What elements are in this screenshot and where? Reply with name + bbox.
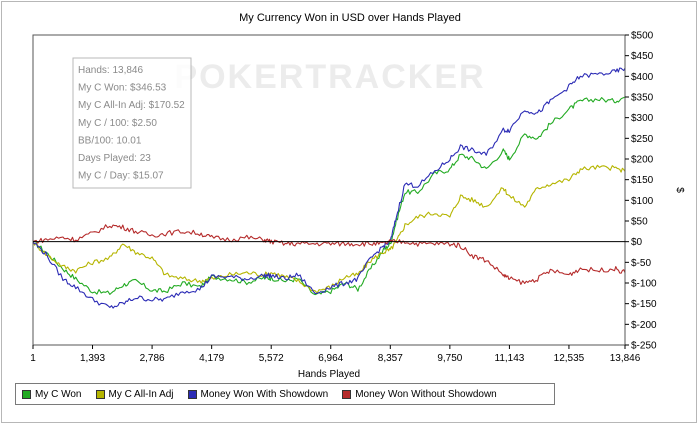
y-tick-label: $50 xyxy=(631,217,648,228)
y-tick-label: $-200 xyxy=(631,320,657,331)
x-tick-label: 4,179 xyxy=(199,353,224,364)
x-tick-label: 6,964 xyxy=(318,353,343,364)
y-tick-label: $450 xyxy=(631,51,654,62)
series-line-2 xyxy=(32,164,626,294)
x-tick-label: 5,572 xyxy=(259,353,284,364)
y-tick-label: $-100 xyxy=(631,279,657,290)
stats-line: My C All-In Adj: $170.52 xyxy=(78,100,185,111)
y-tick-label: $200 xyxy=(631,155,654,166)
series-line-3 xyxy=(32,67,626,309)
legend-label: My C All-In Adj xyxy=(108,388,174,400)
x-tick-label: 13,846 xyxy=(610,353,641,364)
x-tick-label: 12,535 xyxy=(554,353,585,364)
stats-line: My C / 100: $2.50 xyxy=(78,118,157,129)
y-tick-label: $0 xyxy=(631,237,643,248)
stats-line: Days Played: 23 xyxy=(78,153,151,164)
y-tick-label: $-250 xyxy=(631,341,657,352)
legend-swatch xyxy=(342,389,352,399)
legend-label: My C Won xyxy=(35,388,82,400)
y-tick-label: $500 xyxy=(631,31,654,42)
legend-label: Money Won Without Showdown xyxy=(355,388,497,400)
chart-title: My Currency Won in USD over Hands Played xyxy=(239,12,461,24)
y-tick-label: $150 xyxy=(631,175,654,186)
legend-swatch xyxy=(187,389,197,399)
y-tick-label: $-50 xyxy=(631,258,651,269)
watermark-logo: POKERTRACKER xyxy=(174,58,485,96)
x-tick-label: 2,786 xyxy=(140,353,165,364)
legend-label: Money Won With Showdown xyxy=(200,388,329,400)
y-tick-label: $-150 xyxy=(631,299,657,310)
series-line-4 xyxy=(32,224,626,285)
y-tick-label: $250 xyxy=(631,134,654,145)
y-tick-label: $400 xyxy=(631,72,654,83)
x-tick-label: 9,750 xyxy=(437,353,462,364)
y-tick-label: $350 xyxy=(631,93,654,104)
stats-line: BB/100: 10.01 xyxy=(78,135,142,146)
y-tick-label: $300 xyxy=(631,113,654,124)
legend-item-3: Money Won With Showdown xyxy=(187,388,329,400)
stats-line: My C / Day: $15.07 xyxy=(78,171,164,182)
plot-area xyxy=(32,34,626,346)
stats-line: My C Won: $346.53 xyxy=(78,83,167,94)
x-tick-label: 11,143 xyxy=(495,353,525,364)
legend-item-2: My C All-In Adj xyxy=(95,388,174,400)
stats-box xyxy=(72,57,192,189)
legend-item-1: My C Won xyxy=(22,389,82,400)
stats-line: Hands: 13,846 xyxy=(78,65,143,76)
legend-swatch xyxy=(95,389,105,399)
x-tick-label: 8,357 xyxy=(378,353,403,364)
x-tick-label: 1 xyxy=(30,353,36,364)
legend-item-4: Money Won Without Showdown xyxy=(342,389,497,400)
y-tick-label: $100 xyxy=(631,196,654,207)
legend: My C Won My C All-In Adj Money Won With Sh… xyxy=(15,383,555,405)
x-tick-label: 1,393 xyxy=(80,353,105,364)
y-axis-label: $ xyxy=(674,187,685,193)
x-axis-label: Hands Played xyxy=(298,369,360,380)
legend-swatch xyxy=(22,389,31,399)
series-line-1 xyxy=(32,96,626,296)
